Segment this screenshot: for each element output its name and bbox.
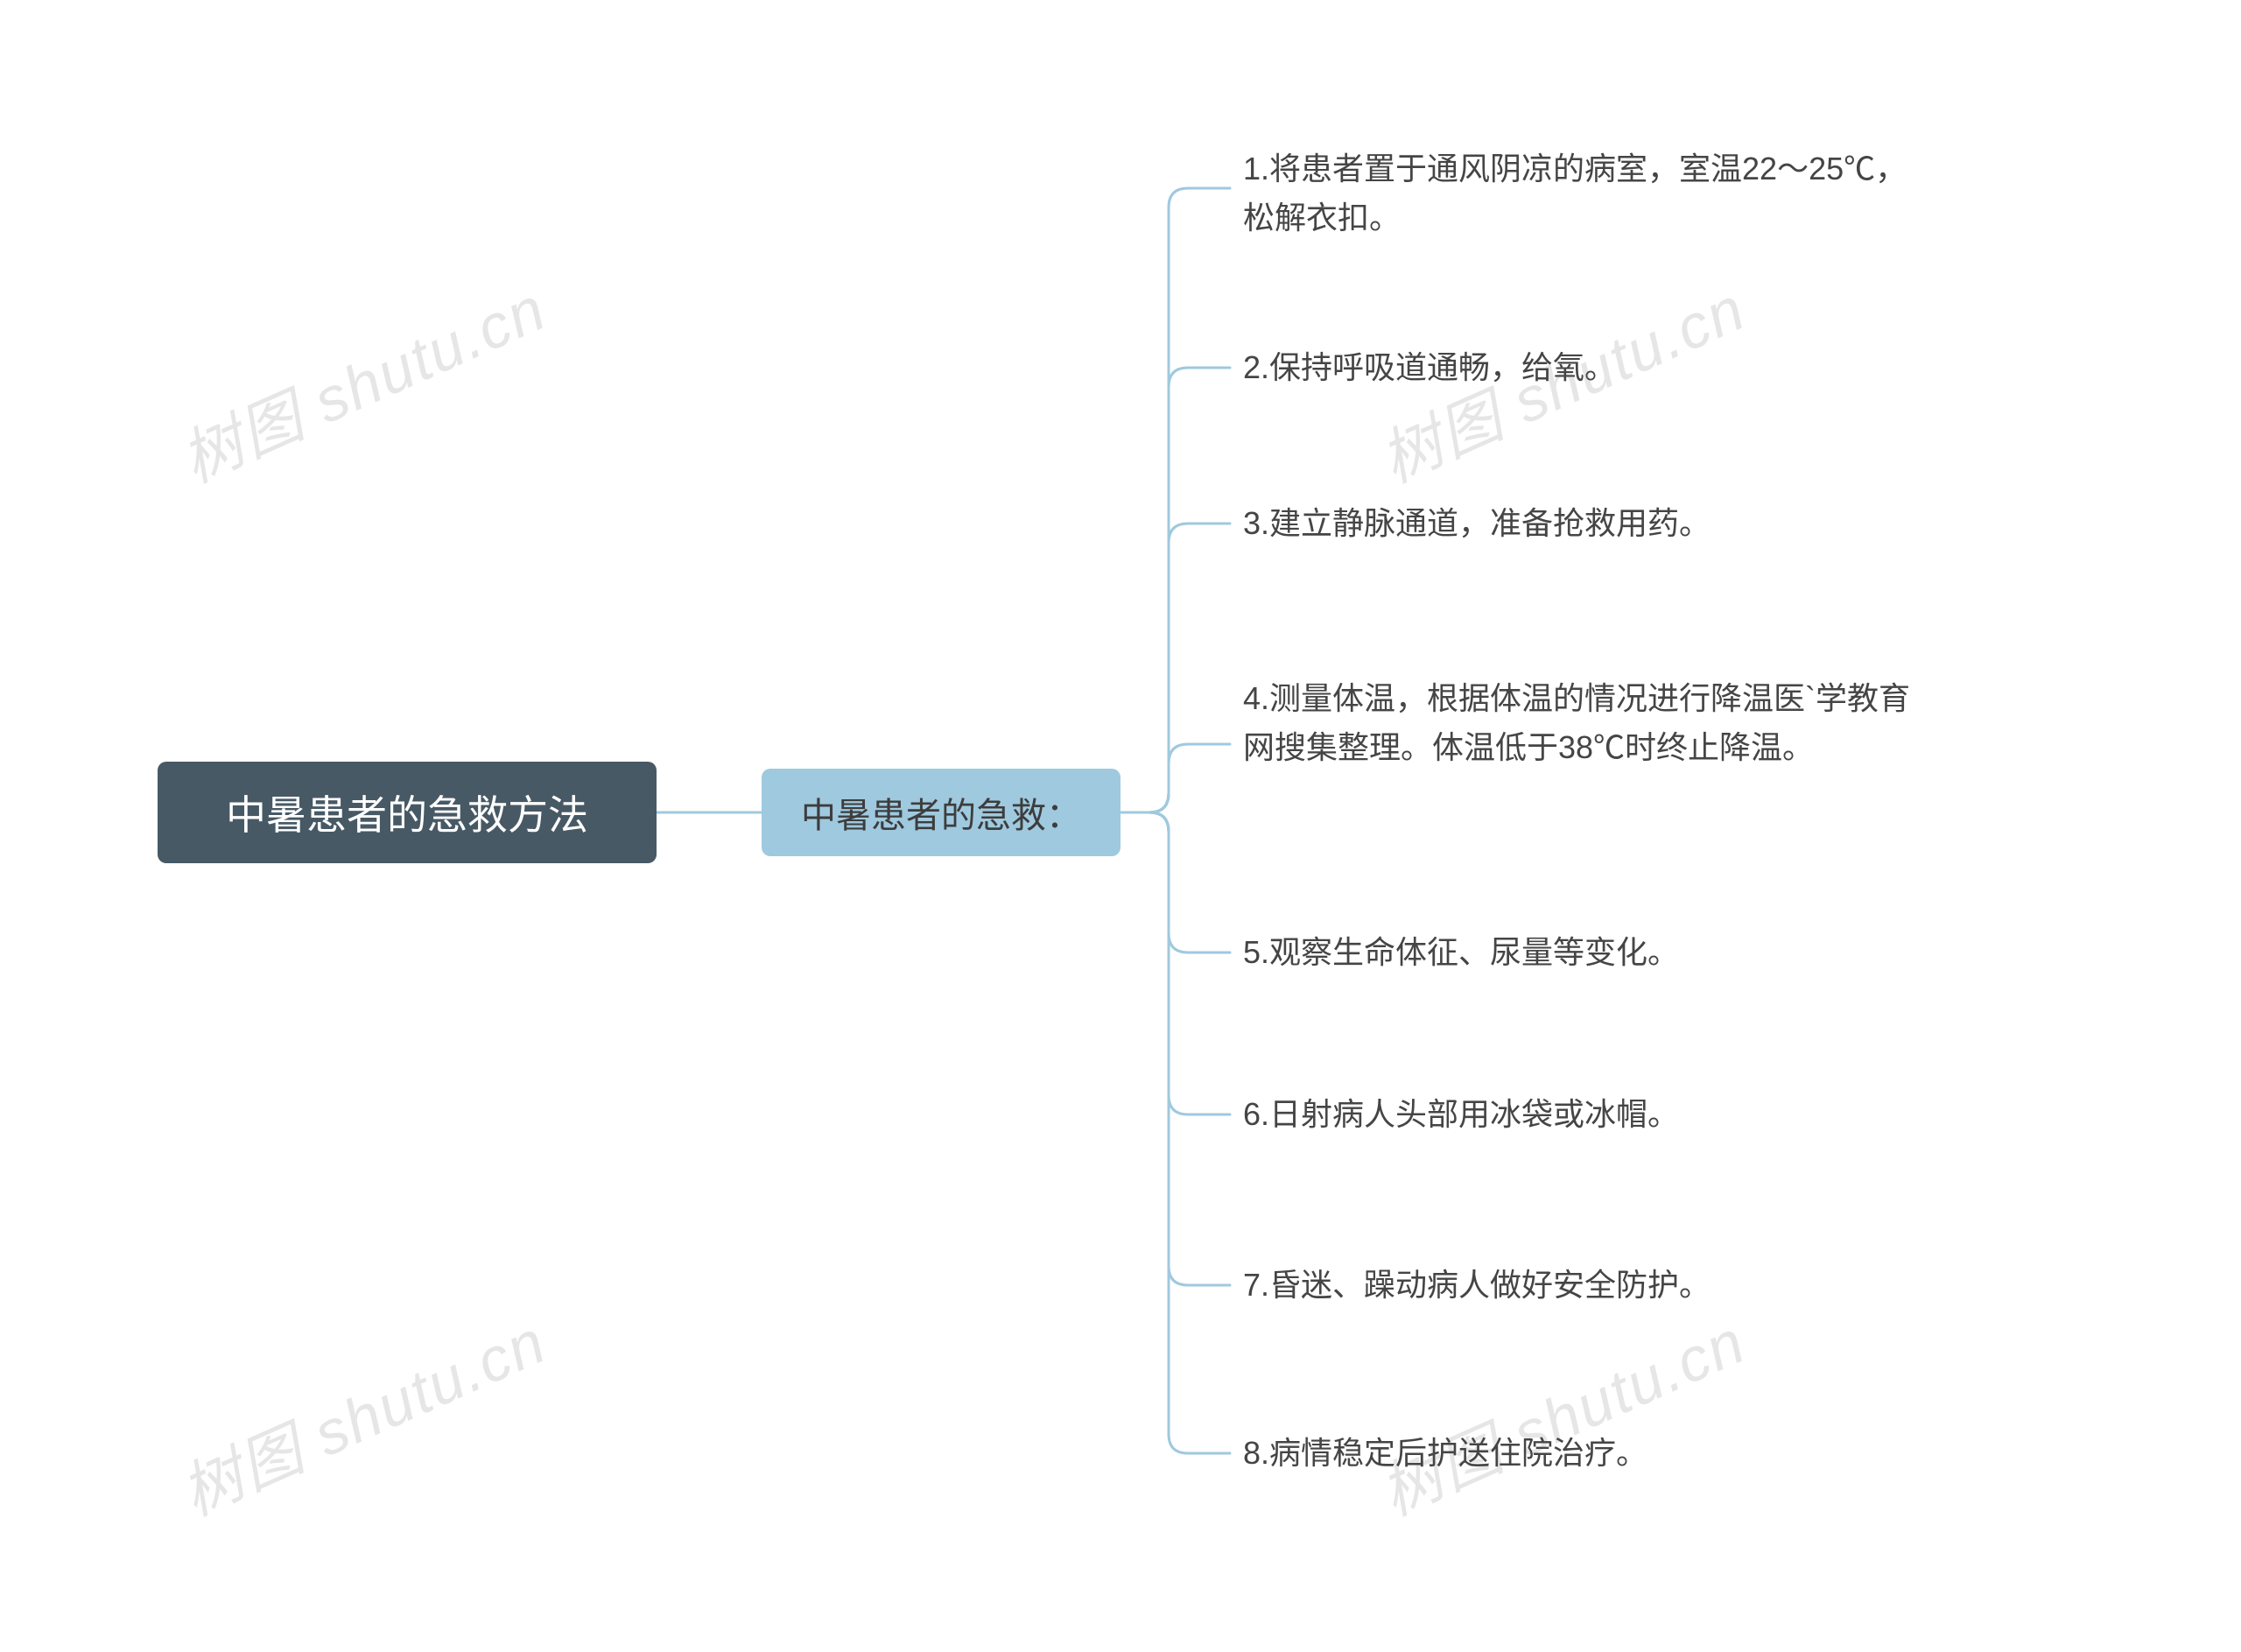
watermark: 树图 shutu.cn xyxy=(165,1293,558,1533)
leaf-node[interactable]: 1.将患者置于通风阴凉的病室，室温22～25℃，松解衣扣。 xyxy=(1243,144,1917,243)
leaf-node[interactable]: 2.保持呼吸道通畅，给氧。 xyxy=(1243,343,1616,392)
leaf-node[interactable]: 8.病情稳定后护送住院治疗。 xyxy=(1243,1429,1647,1478)
leaf-node[interactable]: 5.观察生命体征、尿量等变化。 xyxy=(1243,928,1679,977)
leaf-node[interactable]: 7.昏迷、躁动病人做好安全防护。 xyxy=(1243,1261,1711,1310)
watermark: 树图 shutu.cn xyxy=(1365,1293,1758,1533)
leaf-node[interactable]: 3.建立静脉通道，准备抢救用药。 xyxy=(1243,499,1711,548)
root-node[interactable]: 中暑患者的急救方法 xyxy=(158,762,657,863)
watermark: 树图 shutu.cn xyxy=(165,260,558,500)
sub-node[interactable]: 中暑患者的急救： xyxy=(762,769,1120,856)
leaf-node[interactable]: 4.测量体温，根据体温的情况进行降温医`学教育网搜集整理。体温低于38℃时终止降… xyxy=(1243,674,1917,772)
mindmap-canvas: 树图 shutu.cn 树图 shutu.cn 树图 shutu.cn 树图 s… xyxy=(0,0,2241,1652)
leaf-node[interactable]: 6.日射病人头部用冰袋或冰帽。 xyxy=(1243,1090,1679,1139)
